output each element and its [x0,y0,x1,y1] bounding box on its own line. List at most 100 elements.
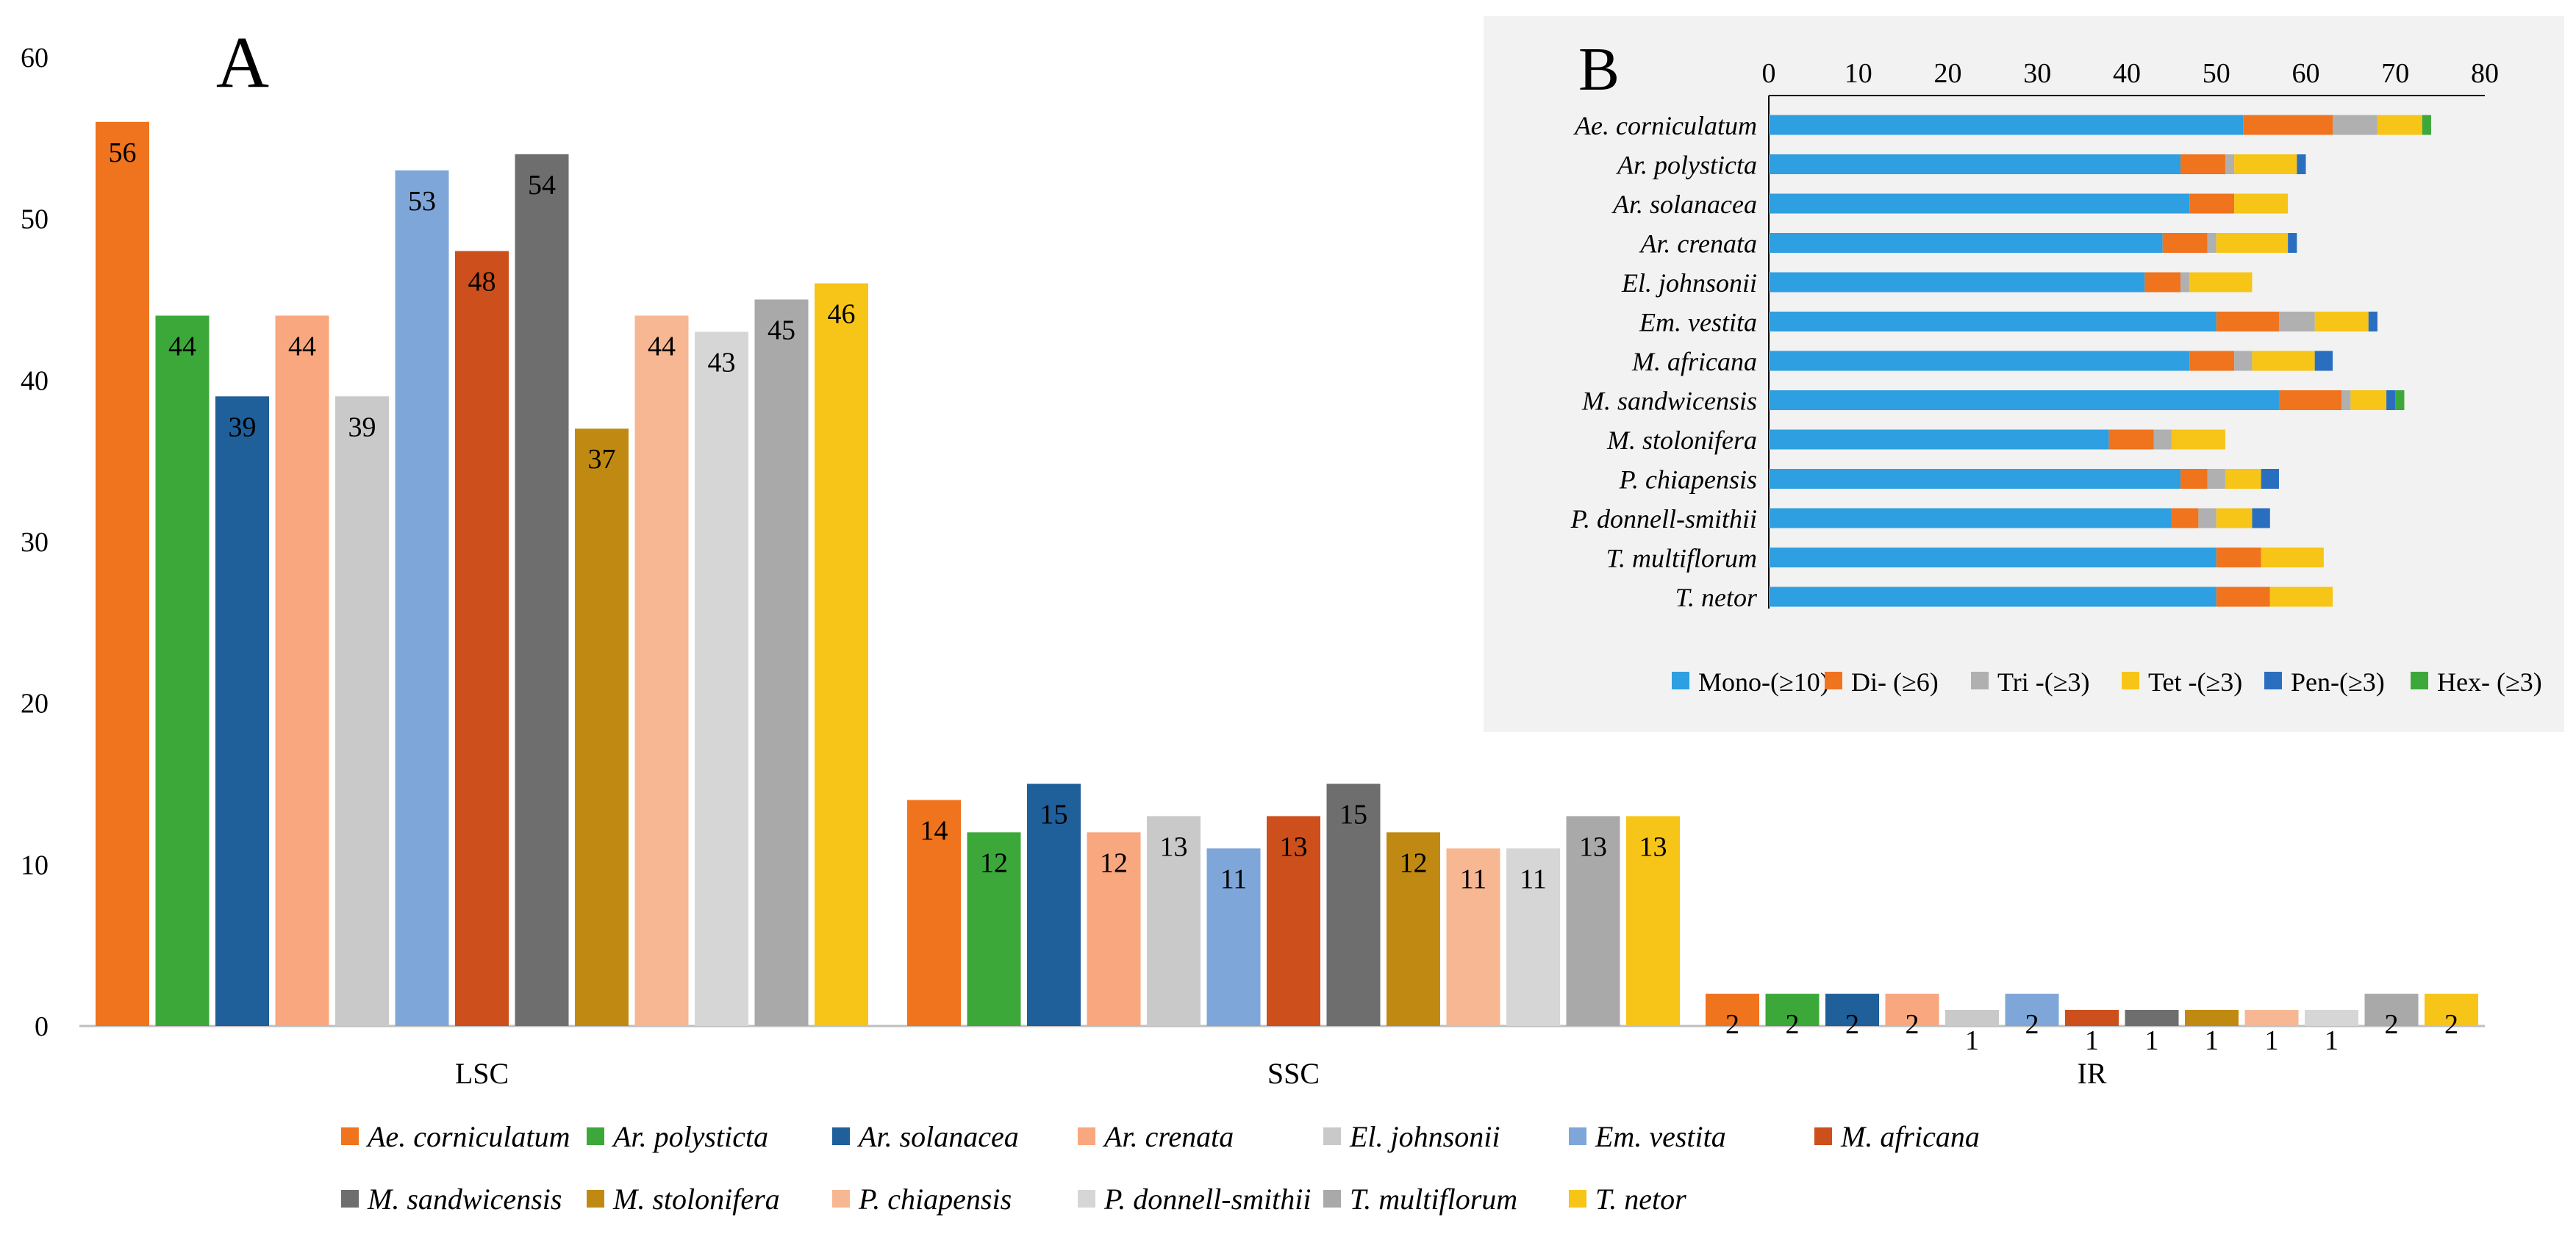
bar-lsc-ar-solanacea [215,396,269,1026]
panel-a-y-ticks: 0 10 20 30 40 50 60 [21,43,49,1042]
b-bar-m-stolonifera-tet-3 [2171,429,2225,450]
bar-ir-ar-solanacea [1825,994,1879,1026]
legend-swatch-ar-solanacea [832,1127,850,1145]
b-bar-el-johnsonii-mono-10 [1769,272,2145,293]
b-bar-ar-crenata-tet-3 [2216,233,2289,253]
b-bar-ar-crenata-di-6 [2162,233,2208,253]
bar-ir-ae-corniculatum [1706,994,1759,1026]
b-bar-t-multiflorum-tet-3 [2261,548,2324,567]
b-bar-ae-corniculatum-hex-3 [2422,115,2431,135]
bar-ssc-p-donnell-smithii [1506,848,1560,1026]
b-bar-m-sandwicensis-di-6 [2278,390,2342,410]
legend-swatch-ar-crenata [1078,1127,1095,1145]
bar-lsc-p-chiapensis [634,315,689,1026]
bar-ssc-ar-polysticta [967,832,1021,1026]
bar-label-ssc-m-sandwicensis: 15 [1339,800,1367,831]
bar-ir-ar-polysticta [1765,994,1820,1026]
b-x-tick-label-80: 80 [2471,58,2499,89]
panel-a-legend: Ae. corniculatum Ar. polysticta Ar. solana… [341,1120,1980,1216]
bar-label-lsc-em-vestita: 53 [408,186,436,217]
b-bar-ar-polysticta-di-6 [2180,154,2225,174]
panel-a-bar-labels: 5644394439534854374443454614121512131113… [109,137,2459,1056]
b-bar-t-netor-tet-3 [2269,586,2333,607]
bar-label-ssc-t-multiflorum: 13 [1579,831,1607,862]
panel-b-category-labels: Ae. corniculatum Ar. polysticta Ar. solana… [1570,111,1758,612]
y-tick-label-10: 10 [21,850,49,880]
bar-label-ssc-m-africana: 13 [1280,831,1308,862]
bar-label-ssc-t-netor: 13 [1639,831,1667,862]
b-legend-swatch-di-6 [1825,672,1842,689]
bar-ir-m-africana [2065,1010,2119,1026]
bar-label-ssc-ar-solanacea: 15 [1040,800,1068,831]
b-bar-ae-corniculatum-tet-3 [2377,115,2422,135]
b-category-label-el-johnsonii: El. johnsonii [1621,268,1757,298]
b-bar-t-netor-mono-10 [1769,586,2217,607]
legend-swatch-el-johnsonii [1323,1127,1341,1145]
b-bar-m-sandwicensis-hex-3 [2395,390,2405,410]
b-category-label-ar-polysticta: Ar. polysticta [1616,151,1757,180]
legend-label-em-vestita: Em. vestita [1595,1120,1726,1153]
legend-label-el-johnsonii: El. johnsonii [1349,1120,1500,1153]
bar-lsc-p-donnell-smithii [695,331,748,1026]
panel-b-background [1484,16,2564,732]
bar-label-ssc-ae-corniculatum: 14 [920,815,948,846]
b-bar-ar-solanacea-di-6 [2189,193,2235,214]
b-bar-ar-polysticta-tri-3 [2225,154,2235,174]
bar-ssc-m-africana [1267,816,1320,1026]
bar-ir-el-johnsonii [1945,1010,1999,1026]
bar-lsc-el-johnsonii [335,396,389,1026]
b-category-label-p-chiapensis: P. chiapensis [1619,465,1757,495]
legend-label-p-chiapensis: P. chiapensis [858,1183,1012,1216]
b-bar-ar-polysticta-tet-3 [2234,154,2297,174]
b-bar-m-stolonifera-mono-10 [1769,429,2109,450]
b-legend-label-tet-3: Tet -(≥3) [2148,667,2242,697]
b-bar-m-stolonifera-di-6 [2108,429,2154,450]
bar-ir-t-netor [2425,994,2478,1026]
b-category-label-ar-solanacea: Ar. solanacea [1611,190,1757,219]
b-bar-em-vestita-tet-3 [2314,312,2369,331]
b-x-tick-label-50: 50 [2203,58,2230,89]
legend-label-ar-polysticta: Ar. polysticta [611,1120,768,1153]
bar-lsc-m-sandwicensis [515,154,569,1026]
bar-label-lsc-t-netor: 46 [828,299,856,330]
b-legend-swatch-pen-3 [2264,672,2282,689]
bar-ssc-ar-crenata [1087,832,1141,1026]
b-bar-m-sandwicensis-pen-3 [2386,390,2396,410]
b-bar-p-chiapensis-tet-3 [2225,469,2261,489]
bar-label-ssc-ar-polysticta: 12 [980,847,1008,878]
bar-label-ir-ae-corniculatum: 2 [1725,1009,1739,1040]
b-bar-el-johnsonii-tet-3 [2189,272,2253,293]
bar-label-ssc-el-johnsonii: 13 [1160,831,1188,862]
legend-label-m-sandwicensis: M. sandwicensis [367,1183,562,1216]
b-bar-ar-crenata-mono-10 [1769,233,2163,253]
b-bar-ar-solanacea-mono-10 [1769,193,2190,214]
bar-label-ir-m-africana: 1 [2085,1025,2099,1056]
bar-ir-m-stolonifera [2185,1010,2239,1026]
bar-label-lsc-t-multiflorum: 45 [768,315,795,346]
bar-label-lsc-el-johnsonii: 39 [348,412,376,442]
bar-lsc-em-vestita [395,170,449,1027]
b-category-label-t-netor: T. netor [1675,583,1758,612]
b-category-label-m-sandwicensis: M. sandwicensis [1581,387,1757,416]
b-bar-p-donnell-smithii-mono-10 [1769,508,2172,528]
bar-ssc-ae-corniculatum [907,800,961,1026]
bar-label-ssc-ar-crenata: 12 [1100,847,1128,878]
bar-lsc-t-netor [815,283,868,1026]
panel-b-label: B [1578,35,1620,104]
bar-label-ssc-em-vestita: 11 [1220,864,1248,894]
panel-b-legend: Mono-(≥10) Di- (≥6) Tri -(≥3) Tet -(≥3) Pen-… [1672,667,2542,697]
bar-ssc-t-multiflorum [1566,816,1620,1026]
b-category-label-em-vestita: Em. vestita [1639,308,1757,337]
bar-label-lsc-m-stolonifera: 37 [588,444,616,475]
b-bar-ar-polysticta-mono-10 [1769,154,2181,174]
legend-label-t-netor: T. netor [1595,1183,1686,1216]
b-bar-p-donnell-smithii-tet-3 [2216,508,2253,528]
b-category-label-ae-corniculatum: Ae. corniculatum [1573,111,1757,140]
bar-label-ir-m-sandwicensis: 1 [2145,1025,2159,1056]
panel-b-x-ticks: 0 10 20 30 40 50 60 70 80 [1762,58,2500,89]
bar-label-ir-p-chiapensis: 1 [2265,1025,2279,1056]
bar-label-ssc-p-chiapensis: 11 [1460,864,1487,894]
legend-swatch-m-stolonifera [587,1190,604,1208]
category-label-ssc: SSC [1267,1057,1320,1090]
